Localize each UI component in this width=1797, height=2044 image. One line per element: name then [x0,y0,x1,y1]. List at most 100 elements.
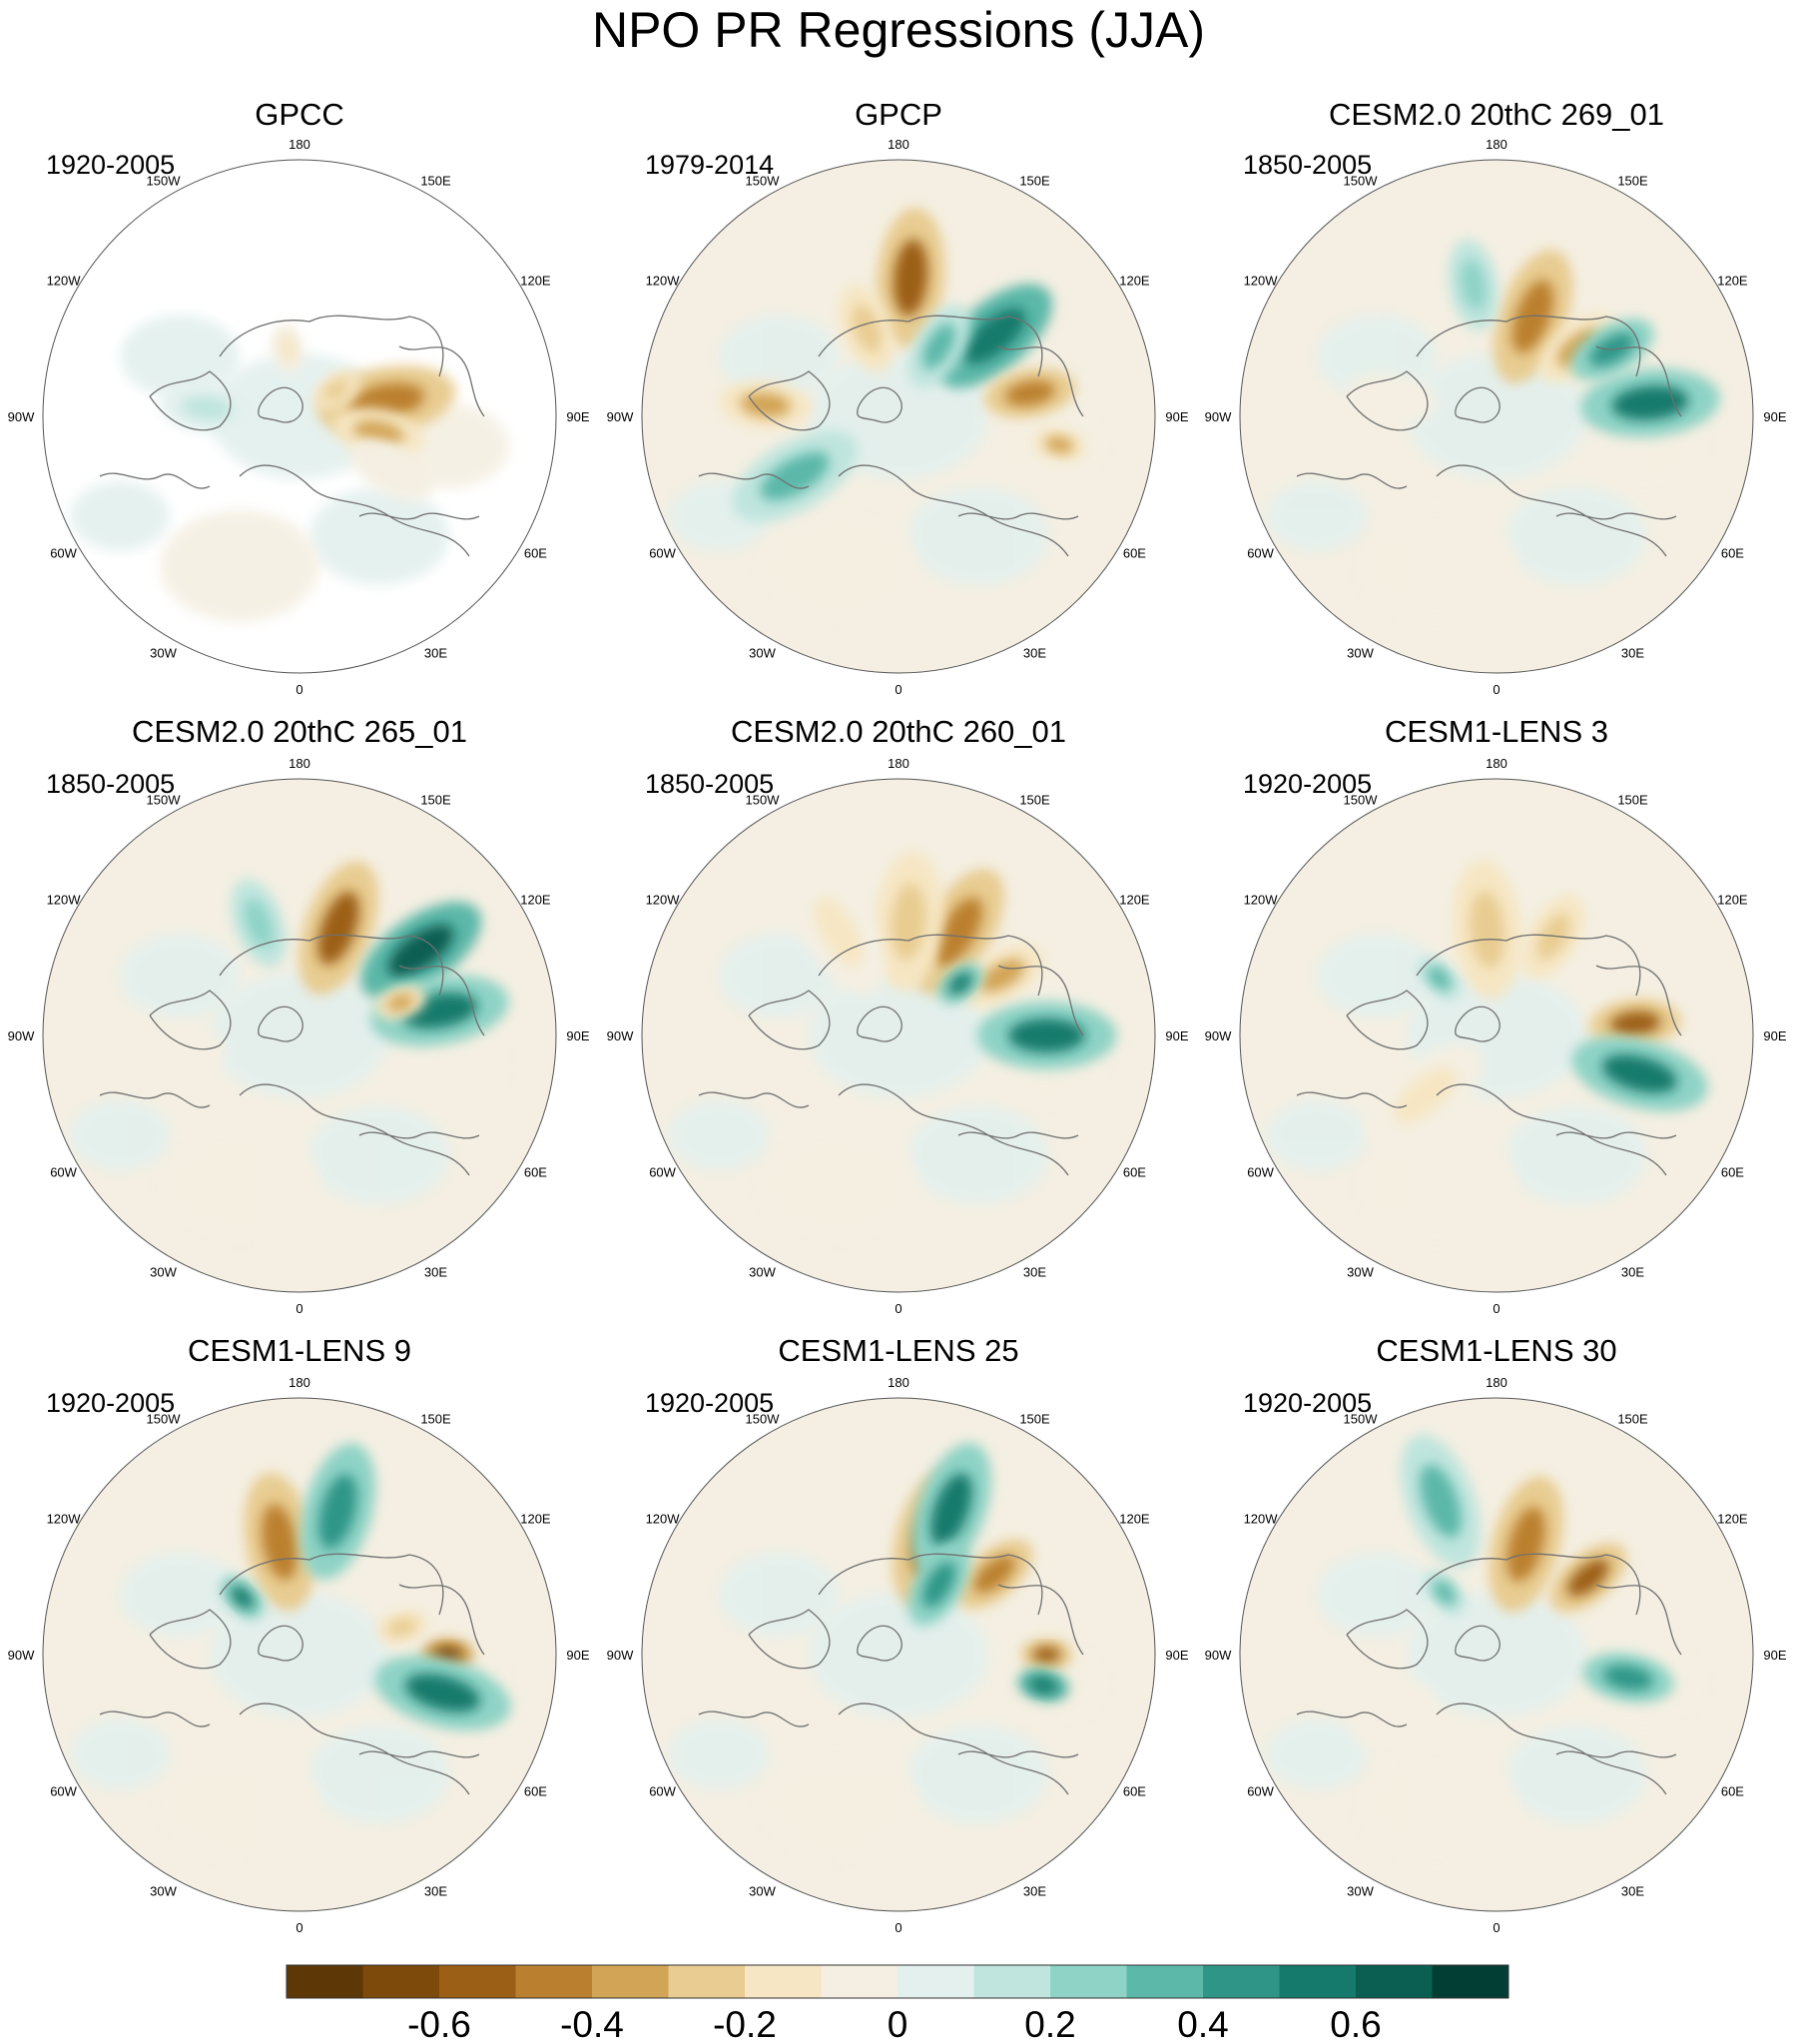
anomaly-core [318,1474,357,1550]
longitude-label: 60E [524,1784,547,1799]
longitude-label: 150E [420,174,451,189]
anomaly-core [323,379,349,401]
anomaly-core [740,392,791,417]
field-patch [1267,481,1367,551]
map-panel: GPCC 1920-2005 180 150E 120E 90E 60E 30E 0 30W 60W… [0,0,599,698]
field-patch [120,934,240,1018]
longitude-label: 30E [424,1883,447,1898]
field-patch [1357,510,1516,622]
anomaly-core [404,1674,480,1712]
coastline [698,472,810,489]
longitude-label: 150W [746,174,781,189]
colorbar-tick-label: 0.6 [1330,2004,1381,2044]
period-label: 1920-2005 [46,150,176,180]
anomaly-core [244,899,274,948]
longitude-label: 60E [524,1165,547,1180]
field-patch [1506,487,1646,585]
longitude-label: 90E [566,1648,589,1663]
field-patch [70,481,170,551]
longitude-label: 30E [1023,1883,1046,1898]
longitude-label: 120W [47,893,82,908]
colorbar-swatch [287,1965,363,1998]
longitude-label: 90E [566,409,589,424]
anomaly-core [1032,1647,1061,1663]
longitude-label: 150E [1019,1412,1050,1427]
anomaly-core [387,1618,416,1637]
period-label: 1920-2005 [46,1388,176,1418]
map-panel: CESM2.0 20thC 265_01 1850-2005 180 150E 120E… [0,619,599,1317]
period-label: 1979-2014 [645,150,775,180]
field-patch [309,487,449,585]
longitude-label: 30W [749,645,776,660]
coastline [99,1091,211,1108]
anomaly-core [1511,280,1554,353]
field-patch [1267,1719,1367,1789]
colorbar-frame [286,1964,1509,1999]
anomaly-core [1602,1665,1653,1691]
longitude-label: 30W [150,1264,177,1279]
colorbar-tick-label: -0.6 [407,2004,471,2044]
field-patch [1317,1553,1437,1637]
coastline [1436,464,1667,557]
anomaly-core [1420,1464,1462,1538]
longitude-label: 60W [649,1784,676,1799]
coastline [358,1131,480,1139]
map-rim [1239,1397,1754,1912]
longitude-label: 60W [1247,1165,1274,1180]
panel-title: CESM1-LENS 30 [1376,1333,1617,1368]
field-patch [70,1719,170,1789]
coastline [997,965,1084,1036]
longitude-label: 120W [1244,893,1279,908]
period-label: 1920-2005 [645,1388,775,1418]
longitude-label: 180 [1486,756,1507,771]
longitude-label: 90E [1165,409,1188,424]
polar-map: 180 150E 120E 90E 60E 30E 0 30W 60W 90W 120W 150W [1205,1375,1787,1935]
coastline [748,1609,831,1670]
field-patch [719,1553,839,1637]
field-patch [759,1129,918,1241]
colorbar-swatch [973,1965,1050,1998]
map-rim [641,778,1156,1293]
coastline [99,472,211,489]
coastline [239,1703,470,1795]
longitude-label: 60W [50,546,77,561]
coastline [748,370,831,431]
anomaly-core [1609,1011,1661,1035]
anomaly-core [1506,1507,1545,1582]
coastline [1296,1091,1408,1108]
longitude-label: 90W [607,1648,634,1663]
map-rim [1239,778,1754,1293]
longitude-label: 30E [424,1264,447,1279]
coastline [1296,1710,1408,1727]
anomaly-core [1004,380,1055,406]
map-rim [641,159,1156,674]
map-rim [42,1397,557,1912]
longitude-label: 120W [646,274,681,289]
coastline [1595,965,1682,1036]
longitude-label: 150W [147,174,182,189]
period-label: 1850-2005 [46,769,176,799]
coastline [1436,1083,1667,1176]
longitude-label: 150E [420,1412,451,1427]
coastline [748,990,831,1050]
longitude-label: 30E [1621,645,1644,660]
longitude-label: 150E [1617,793,1648,808]
anomaly-core [156,1043,207,1069]
longitude-label: 90W [8,1648,35,1663]
longitude-label: 180 [888,1375,909,1390]
field-patch [160,1129,319,1241]
longitude-label: 60E [1721,1165,1744,1180]
panel-title: CESM2.0 20thC 265_01 [131,714,468,749]
coastline [1346,990,1429,1050]
anomaly-core [1470,891,1504,969]
anomaly-core [1367,384,1418,411]
coastline [857,1625,902,1662]
longitude-label: 120W [1244,274,1279,289]
longitude-label: 30E [1621,1883,1644,1898]
polar-map: 180 150E 120E 90E 60E 30E 0 30W 60W 90W 120W 150W [8,1375,590,1935]
coastline [857,386,902,423]
longitude-label: 120E [1119,893,1150,908]
polar-map: 180 150E 120E 90E 60E 30E 0 30W 60W 90W 120W 150W [607,137,1189,697]
longitude-label: 180 [289,1375,310,1390]
